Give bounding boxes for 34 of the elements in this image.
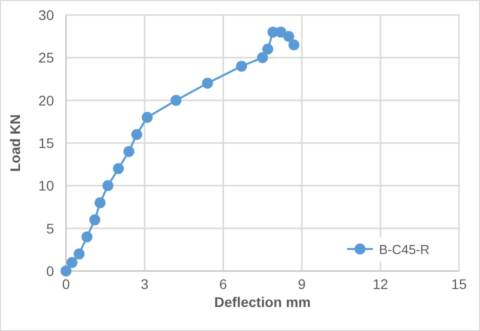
y-tick-label: 25 [38,50,54,66]
point [89,214,100,226]
point [102,180,114,192]
point [131,128,142,140]
point [262,44,274,55]
point [257,52,268,64]
point [66,256,78,268]
point [142,112,153,123]
legend-label: B-C45-R [379,242,430,257]
y-tick-label: 20 [38,92,54,108]
point [288,39,300,50]
point [236,60,248,72]
point [202,78,213,89]
x-tick-label: 3 [140,276,149,292]
x-tick-label: 0 [62,276,70,292]
y-axis-title: Load KN [7,114,23,172]
x-tick-label: 15 [451,276,467,292]
x-tick-label: 6 [219,276,228,292]
point [74,248,85,260]
y-tick-label: 5 [46,220,54,236]
y-tick-label: 0 [46,263,54,279]
point [60,266,72,276]
y-tick-label: 15 [38,135,54,151]
y-tick-label: 10 [38,178,54,194]
point [283,30,294,42]
x-tick-label: 9 [298,276,306,292]
y-tick-label: 30 [38,7,54,23]
x-axis-title: Deflection mm [214,294,311,310]
point [94,197,106,208]
x-tick-label: 12 [372,276,388,292]
point [170,94,182,106]
point [123,146,134,158]
point [112,163,124,174]
point [81,231,92,242]
